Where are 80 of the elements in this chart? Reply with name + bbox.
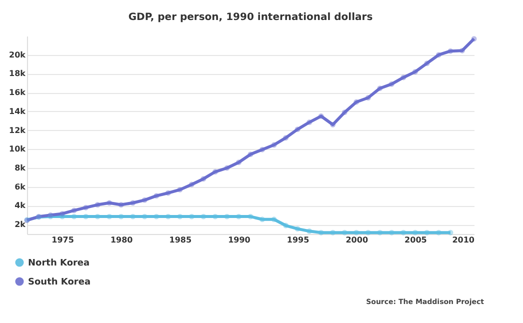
chart-title: GDP, per person, 1990 international dollars xyxy=(128,12,373,23)
point xyxy=(200,214,206,220)
point xyxy=(248,214,254,220)
point xyxy=(294,226,300,232)
point xyxy=(60,210,66,216)
point xyxy=(318,113,324,119)
point xyxy=(236,160,242,166)
point xyxy=(342,230,348,236)
point xyxy=(318,230,324,236)
point xyxy=(365,95,371,100)
legend-label: North Korea xyxy=(28,258,90,268)
point xyxy=(330,122,336,128)
point xyxy=(424,60,430,66)
point xyxy=(377,230,383,236)
point xyxy=(306,228,312,234)
point xyxy=(460,48,465,54)
y-tick-label: 2k xyxy=(14,220,26,230)
point xyxy=(224,214,230,220)
y-tick-label: 8k xyxy=(14,164,26,172)
point xyxy=(142,197,148,203)
y-tick-label: 20k xyxy=(9,50,26,60)
point xyxy=(260,216,265,222)
x-tick-label: 1995 xyxy=(286,236,310,244)
point xyxy=(248,152,254,158)
point xyxy=(212,169,218,175)
point xyxy=(342,110,348,116)
point xyxy=(94,214,100,220)
point xyxy=(165,190,171,196)
point xyxy=(118,202,124,208)
point xyxy=(412,69,418,75)
point xyxy=(388,81,394,87)
x-tick-label: 1980 xyxy=(110,236,134,244)
point xyxy=(188,182,194,188)
y-tick-label: 16k xyxy=(9,88,26,98)
x-tick-label: 1985 xyxy=(169,236,192,244)
point xyxy=(71,208,77,214)
point xyxy=(377,86,383,92)
y-tick-label: 4k xyxy=(14,201,26,210)
x-tick-label: 1975 xyxy=(52,236,74,244)
point xyxy=(283,222,289,228)
point xyxy=(365,230,371,236)
point xyxy=(388,230,394,236)
point xyxy=(354,99,360,105)
point xyxy=(154,193,160,199)
x-tick-label: 2010 xyxy=(452,236,475,244)
point xyxy=(400,230,406,236)
x-tick-label: 2005 xyxy=(404,236,428,244)
y-tick-label: 14k xyxy=(9,106,26,116)
point xyxy=(83,204,89,210)
point xyxy=(448,48,454,54)
point xyxy=(236,214,242,220)
x-tick-label: 2000 xyxy=(346,236,368,244)
point xyxy=(354,230,360,236)
point xyxy=(294,126,300,132)
point xyxy=(330,230,336,236)
point xyxy=(436,52,442,58)
y-tick-label: 18k xyxy=(9,69,26,78)
point xyxy=(436,230,442,236)
point xyxy=(306,120,312,126)
point xyxy=(71,214,77,220)
point xyxy=(260,146,265,152)
point xyxy=(283,135,289,141)
point xyxy=(106,200,112,206)
x-tick-label: 1990 xyxy=(228,236,251,244)
y-tick-label: 12k xyxy=(9,126,26,135)
legend-label: South Korea xyxy=(28,278,91,288)
y-tick-label: 6k xyxy=(14,182,26,192)
point xyxy=(400,74,406,80)
point xyxy=(177,186,183,192)
point xyxy=(448,230,454,236)
point xyxy=(424,230,430,236)
point xyxy=(271,216,277,222)
point xyxy=(200,176,206,182)
point xyxy=(412,230,418,236)
point xyxy=(471,36,477,42)
point xyxy=(130,200,136,206)
y-tick-label: 10k xyxy=(9,144,26,154)
point xyxy=(224,165,230,171)
point xyxy=(271,142,277,148)
point xyxy=(94,202,100,208)
